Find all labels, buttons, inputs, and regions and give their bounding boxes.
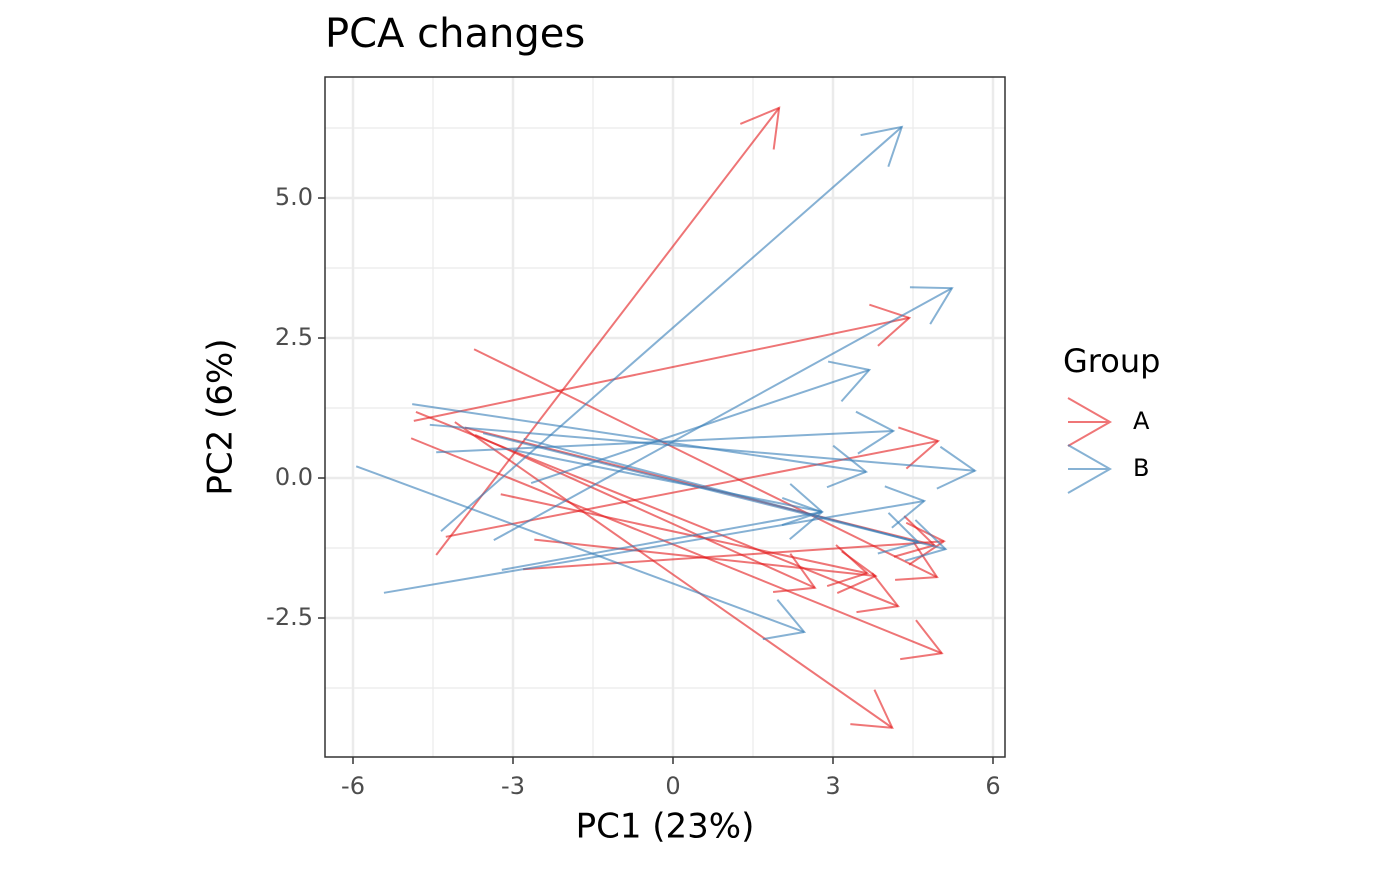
arrow-shaft	[534, 538, 876, 578]
y-tick-label: 5.0	[275, 183, 313, 211]
arrow-shaft	[474, 433, 816, 589]
arrowhead	[772, 553, 817, 593]
legend-key	[1067, 444, 1113, 494]
arrowhead	[877, 512, 921, 555]
arrow-shaft	[512, 449, 822, 513]
arrowhead	[900, 619, 944, 661]
y-tick-label: 0.0	[275, 463, 313, 491]
arrowhead	[898, 426, 941, 470]
arrow-shaft	[523, 437, 919, 544]
arrowhead	[836, 550, 878, 594]
arrowhead	[884, 485, 927, 529]
arrowhead	[827, 360, 872, 403]
arrow-shaft	[383, 499, 925, 594]
arrow-shaft	[500, 493, 868, 575]
panel-border	[324, 76, 1006, 758]
arrow-shaft	[412, 403, 867, 473]
arrow-shaft	[440, 126, 903, 532]
legend-label: A	[1133, 407, 1150, 435]
arrowhead	[826, 444, 869, 489]
x-tick-label: 0	[665, 772, 680, 800]
x-tick-label: -3	[501, 772, 525, 800]
arrowhead	[781, 483, 824, 527]
x-tick-label: -6	[341, 772, 365, 800]
arrow-shaft	[355, 465, 805, 633]
x-tick-label: 3	[825, 772, 840, 800]
arrowhead	[909, 286, 954, 325]
arrowhead	[936, 445, 977, 490]
legend-label: B	[1133, 454, 1149, 482]
legend-title: Group	[1063, 342, 1160, 380]
arrowhead	[904, 519, 948, 562]
arrowhead	[893, 515, 937, 558]
x-tick-label: 6	[985, 772, 1000, 800]
arrow-shaft	[413, 316, 910, 422]
arrow-shaft	[501, 511, 822, 571]
chart-title: PCA changes	[325, 11, 585, 57]
y-tick-label: -2.5	[266, 603, 313, 631]
arrowhead	[895, 541, 939, 581]
arrowhead	[739, 106, 781, 150]
arrow-shaft	[454, 421, 893, 729]
arrowhead	[850, 689, 894, 729]
y-axis-label: PC2 (6%)	[201, 338, 241, 495]
arrow-shaft	[435, 107, 780, 556]
arrowhead	[855, 410, 896, 455]
arrowhead	[860, 125, 904, 167]
arrow-shaft	[410, 437, 943, 655]
arrow-shaft	[429, 423, 975, 472]
arrow-shaft	[473, 348, 938, 579]
arrow-shaft	[493, 287, 953, 542]
x-axis-label: PC1 (23%)	[576, 807, 755, 847]
arrowhead	[869, 303, 912, 347]
y-tick-label: 2.5	[275, 323, 313, 351]
legend-key	[1067, 397, 1113, 447]
arrowhead	[856, 572, 900, 614]
arrowhead	[762, 599, 807, 641]
arrow-shaft	[523, 540, 944, 571]
